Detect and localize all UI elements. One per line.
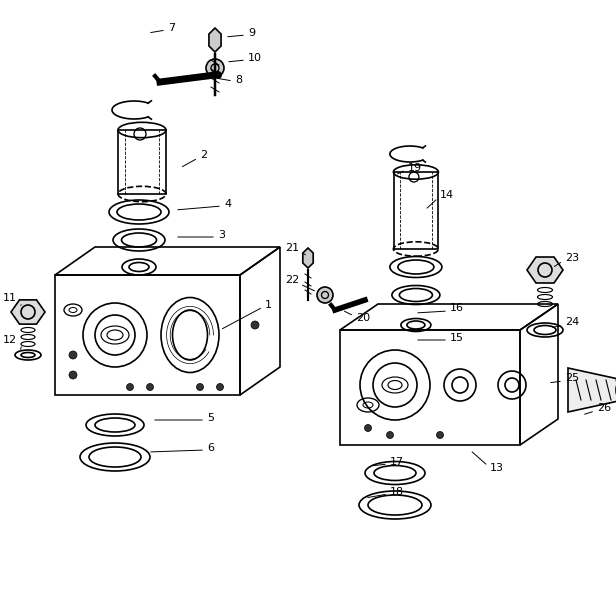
Text: 11: 11 — [3, 293, 17, 303]
Text: 3: 3 — [218, 230, 225, 240]
Text: 10: 10 — [248, 53, 262, 63]
Text: 22: 22 — [285, 275, 299, 285]
Circle shape — [317, 287, 333, 303]
Text: 21: 21 — [285, 243, 299, 253]
Circle shape — [69, 371, 77, 379]
Text: 14: 14 — [440, 190, 454, 200]
Text: 7: 7 — [168, 23, 175, 33]
Circle shape — [251, 321, 259, 329]
Text: 5: 5 — [207, 413, 214, 423]
Polygon shape — [303, 248, 313, 268]
Polygon shape — [209, 28, 221, 52]
Polygon shape — [11, 300, 45, 324]
Text: 23: 23 — [565, 253, 579, 263]
Text: 26: 26 — [597, 403, 611, 413]
Text: 2: 2 — [200, 150, 207, 160]
Circle shape — [147, 384, 153, 390]
Circle shape — [214, 71, 222, 79]
Text: 25: 25 — [565, 373, 579, 383]
Polygon shape — [568, 368, 616, 412]
Text: 15: 15 — [450, 333, 464, 343]
Text: 19: 19 — [408, 163, 422, 173]
Circle shape — [437, 432, 444, 438]
Text: 9: 9 — [248, 28, 255, 38]
Text: 4: 4 — [224, 199, 231, 209]
Circle shape — [365, 424, 371, 432]
Text: 6: 6 — [207, 443, 214, 453]
Circle shape — [206, 59, 224, 77]
Text: 12: 12 — [3, 335, 17, 345]
Polygon shape — [527, 257, 563, 283]
Circle shape — [216, 384, 224, 390]
Text: 1: 1 — [265, 300, 272, 310]
Text: 20: 20 — [356, 313, 370, 323]
Text: 16: 16 — [450, 303, 464, 313]
Text: 18: 18 — [390, 487, 404, 497]
Text: 17: 17 — [390, 457, 404, 467]
Circle shape — [126, 384, 134, 390]
Text: 24: 24 — [565, 317, 579, 327]
Text: 8: 8 — [235, 75, 242, 85]
Circle shape — [197, 384, 203, 390]
Circle shape — [69, 351, 77, 359]
Circle shape — [386, 432, 394, 438]
Text: 13: 13 — [490, 463, 504, 473]
